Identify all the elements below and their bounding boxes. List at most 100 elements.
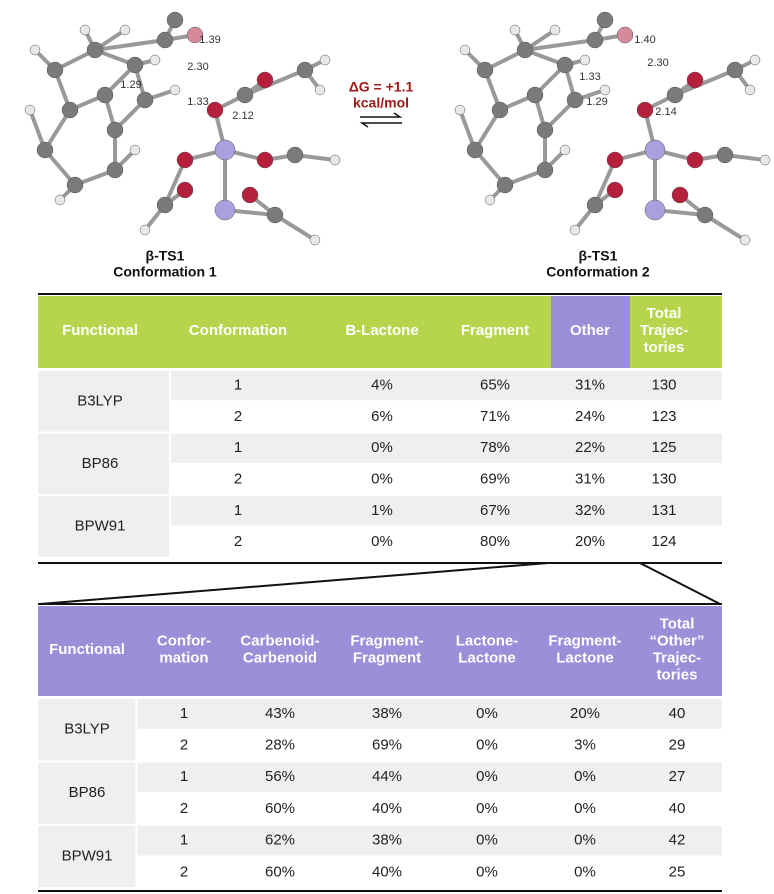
- atom: [36, 141, 54, 159]
- atom: [129, 144, 141, 156]
- cell: 1: [180, 768, 188, 785]
- cell: 32%: [575, 502, 605, 519]
- cell: 1: [234, 377, 242, 394]
- atom: [466, 141, 484, 159]
- atom: [596, 11, 614, 29]
- cell: 31%: [575, 377, 605, 394]
- column-header: mation: [159, 649, 208, 666]
- bond-length: 1.40: [634, 34, 655, 46]
- atom: [256, 71, 274, 89]
- atom: [186, 26, 204, 44]
- cell: 1%: [371, 502, 393, 519]
- column-header: Trajec-: [640, 322, 688, 339]
- row-band: [137, 825, 722, 856]
- cell: 0%: [371, 439, 393, 456]
- cell: 80%: [480, 533, 510, 550]
- column-header: tories: [644, 339, 685, 356]
- cell: 0%: [574, 800, 596, 817]
- atom: [686, 71, 704, 89]
- atom: [616, 26, 634, 44]
- atom: [149, 54, 161, 66]
- column-header: Functional: [49, 641, 125, 658]
- atom: [526, 86, 544, 104]
- functional-cell: [38, 433, 169, 495]
- atom: [241, 186, 259, 204]
- cell: 123: [651, 408, 676, 425]
- atom: [759, 154, 771, 166]
- zoom-line: [639, 562, 721, 605]
- atom: [66, 176, 84, 194]
- atom: [206, 101, 224, 119]
- column-header: Carbenoid-: [240, 632, 319, 649]
- atom: [726, 61, 744, 79]
- atom: [24, 104, 36, 116]
- cell: 60%: [265, 863, 295, 880]
- cell: 6%: [371, 408, 393, 425]
- cell: 1: [234, 439, 242, 456]
- column-header: Confor-: [157, 632, 211, 649]
- cell: 1: [234, 502, 242, 519]
- bond-length: 2.30: [647, 57, 668, 69]
- header-band: [38, 606, 722, 696]
- atom: [586, 31, 604, 49]
- atom: [256, 151, 274, 169]
- bond-length: 1.29: [586, 96, 607, 108]
- column-header: “Other”: [649, 632, 704, 649]
- functional: BP86: [82, 455, 119, 472]
- cell: 0%: [371, 533, 393, 550]
- atom: [454, 104, 466, 116]
- bond-length: 2.30: [187, 61, 208, 73]
- cell: 0%: [574, 832, 596, 849]
- cell: 40: [669, 800, 686, 817]
- cell: 40: [669, 705, 686, 722]
- cell: 2: [234, 533, 242, 550]
- atom: [139, 224, 151, 236]
- cell: 71%: [480, 408, 510, 425]
- cell: 42: [669, 832, 686, 849]
- cell: 125: [651, 439, 676, 456]
- bond-length: 1.33: [579, 71, 600, 83]
- atom: [119, 24, 131, 36]
- atom: [54, 194, 66, 206]
- cell: 44%: [372, 768, 402, 785]
- column-header: Carbenoid: [243, 649, 317, 666]
- atom: [106, 161, 124, 179]
- atom: [569, 224, 581, 236]
- atom: [214, 199, 236, 221]
- atom: [484, 194, 496, 206]
- column-header: Fragment: [461, 322, 529, 339]
- cell: 1: [180, 705, 188, 722]
- atom: [606, 151, 624, 169]
- column-header: Fragment: [353, 649, 421, 666]
- cell: 28%: [265, 737, 295, 754]
- atom: [536, 121, 554, 139]
- atom: [166, 11, 184, 29]
- atom: [29, 44, 41, 56]
- column-header: tories: [657, 666, 698, 683]
- bond-length: 1.29: [120, 79, 141, 91]
- cell: 38%: [372, 705, 402, 722]
- bond: [94, 38, 166, 52]
- atom: [46, 61, 64, 79]
- bond-length: 2.14: [655, 106, 676, 118]
- atom: [266, 206, 284, 224]
- atom: [644, 199, 666, 221]
- functional: BPW91: [62, 847, 113, 864]
- cell: 40%: [372, 863, 402, 880]
- atom: [86, 41, 104, 59]
- atom: [496, 176, 514, 194]
- column-header: Conformation: [189, 322, 287, 339]
- bond-length: 1.33: [187, 96, 208, 108]
- cell: 24%: [575, 408, 605, 425]
- atom: [156, 196, 174, 214]
- atom: [606, 181, 624, 199]
- cell: 0%: [476, 737, 498, 754]
- zoom-line: [39, 562, 549, 605]
- atom: [716, 146, 734, 164]
- atom: [329, 154, 341, 166]
- atom: [671, 186, 689, 204]
- cell: 2: [234, 408, 242, 425]
- cell: 25: [669, 863, 686, 880]
- atom: [309, 234, 321, 246]
- column-header: Total: [660, 615, 695, 632]
